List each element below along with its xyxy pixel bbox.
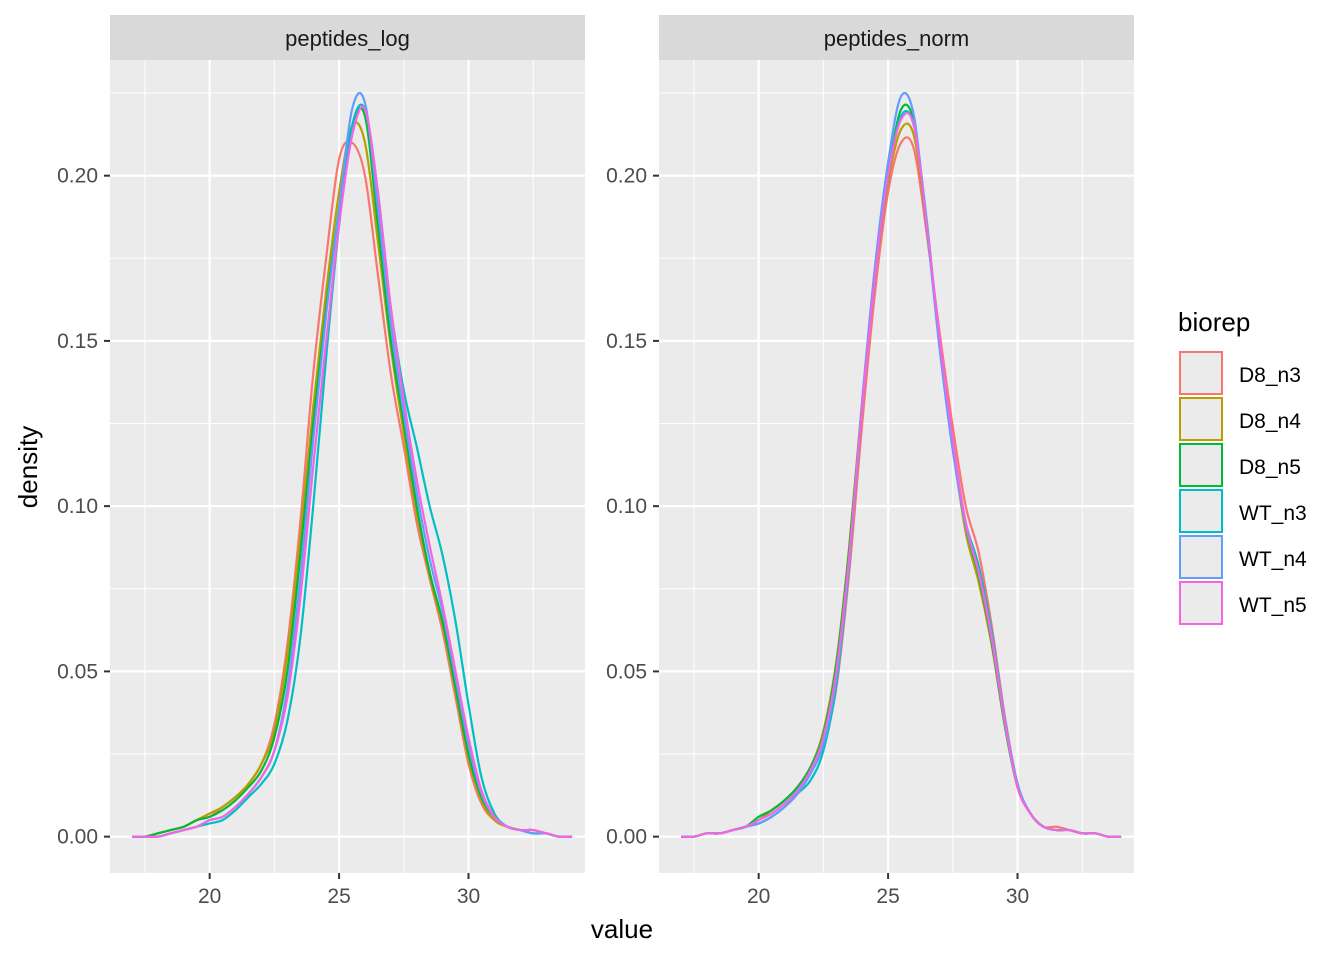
legend-label: D8_n5	[1239, 456, 1301, 479]
x-tick-label: 30	[457, 885, 480, 908]
y-axis-label: density	[13, 426, 43, 508]
x-tick-label: 25	[327, 885, 350, 908]
x-axis-label: value	[591, 914, 653, 944]
facet-strip	[110, 15, 585, 60]
y-tick-label: 0.00	[606, 826, 647, 849]
legend-key-D8_n3	[1179, 351, 1223, 395]
legend-label: WT_n3	[1239, 502, 1307, 525]
legend-label: D8_n4	[1239, 410, 1301, 433]
facet-title: peptides_log	[285, 26, 410, 51]
facet-title: peptides_norm	[824, 26, 970, 51]
facet-strip	[659, 15, 1134, 60]
legend-key-WT_n5	[1179, 581, 1223, 625]
y-tick-label: 0.10	[57, 495, 98, 518]
y-tick-label: 0.20	[606, 165, 647, 188]
legend-key-D8_n4	[1179, 397, 1223, 441]
y-tick-label: 0.05	[57, 660, 98, 683]
y-tick-label: 0.10	[606, 495, 647, 518]
x-tick-label: 30	[1006, 885, 1029, 908]
y-tick-label: 0.05	[606, 660, 647, 683]
x-tick-label: 25	[876, 885, 899, 908]
legend-label: WT_n4	[1239, 548, 1307, 571]
legend-key-D8_n5	[1179, 443, 1223, 487]
legend-label: D8_n3	[1239, 364, 1301, 387]
density-line-WT_n5	[680, 111, 1122, 838]
y-tick-label: 0.15	[606, 330, 647, 353]
y-tick-label: 0.20	[57, 165, 98, 188]
x-tick-label: 20	[198, 885, 221, 908]
panel-background	[659, 60, 1134, 873]
legend-title: biorep	[1178, 307, 1250, 337]
density-line-WT_n3	[132, 103, 573, 838]
y-tick-label: 0.00	[57, 826, 98, 849]
x-tick-label: 20	[747, 885, 770, 908]
density-line-WT_n5	[132, 105, 573, 838]
legend-key-WT_n3	[1179, 489, 1223, 533]
legend-key-WT_n4	[1179, 535, 1223, 579]
legend-label: WT_n5	[1239, 594, 1307, 617]
panel-background	[110, 60, 585, 873]
y-tick-label: 0.15	[57, 330, 98, 353]
